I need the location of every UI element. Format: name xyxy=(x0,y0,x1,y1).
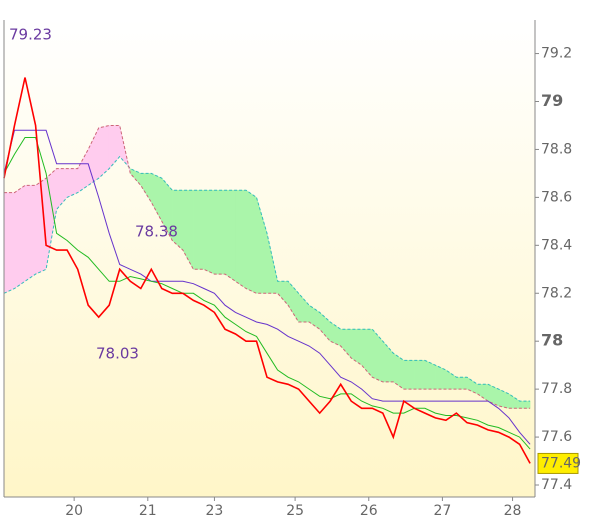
cloud xyxy=(203,189,215,275)
annotation: 78.03 xyxy=(96,345,139,363)
cloud xyxy=(172,189,184,251)
cloud xyxy=(214,189,226,275)
y-tick-label: 79.2 xyxy=(541,46,572,62)
cloud xyxy=(519,400,531,409)
cloud xyxy=(193,189,205,270)
cloud xyxy=(456,376,468,390)
indicator-line xyxy=(3,155,531,402)
cloud xyxy=(98,125,110,179)
indicator-line xyxy=(4,125,531,409)
y-tick-label: 79 xyxy=(541,91,563,110)
last-price-box xyxy=(537,452,579,474)
y-tick-label: 78.8 xyxy=(541,141,572,157)
cloud xyxy=(245,189,257,294)
x-tick-label: 28 xyxy=(504,503,522,519)
y-tick-label: 78.6 xyxy=(541,189,572,205)
indicator-line xyxy=(3,137,531,450)
x-tick-label: 25 xyxy=(286,503,304,519)
cloud xyxy=(403,360,415,390)
annotation: 79.23 xyxy=(9,26,52,44)
y-tick-label: 78.2 xyxy=(541,285,572,301)
x-tick-label: 23 xyxy=(206,503,224,519)
price-line xyxy=(3,77,531,464)
last-price-label: 77.49 xyxy=(541,455,581,471)
indicator-line xyxy=(3,129,531,445)
x-tick-label: 26 xyxy=(360,503,378,519)
x-tick-label: 27 xyxy=(433,503,451,519)
x-tick-label: 21 xyxy=(139,503,157,519)
cloud xyxy=(24,185,36,282)
y-tick-label: 77.4 xyxy=(541,477,572,493)
cloud xyxy=(14,184,26,289)
cloud xyxy=(235,189,247,289)
y-tick-label: 78.4 xyxy=(541,237,572,253)
y-tick-label: 77.8 xyxy=(541,381,572,397)
cloud xyxy=(3,192,15,294)
plot xyxy=(3,77,531,464)
cloud xyxy=(414,360,426,390)
y-tick-label: 78 xyxy=(541,331,563,350)
annotation: 78.38 xyxy=(135,223,178,241)
cloud xyxy=(224,189,236,282)
y-tick-label: 77.6 xyxy=(541,429,572,445)
x-tick-label: 20 xyxy=(65,503,83,519)
